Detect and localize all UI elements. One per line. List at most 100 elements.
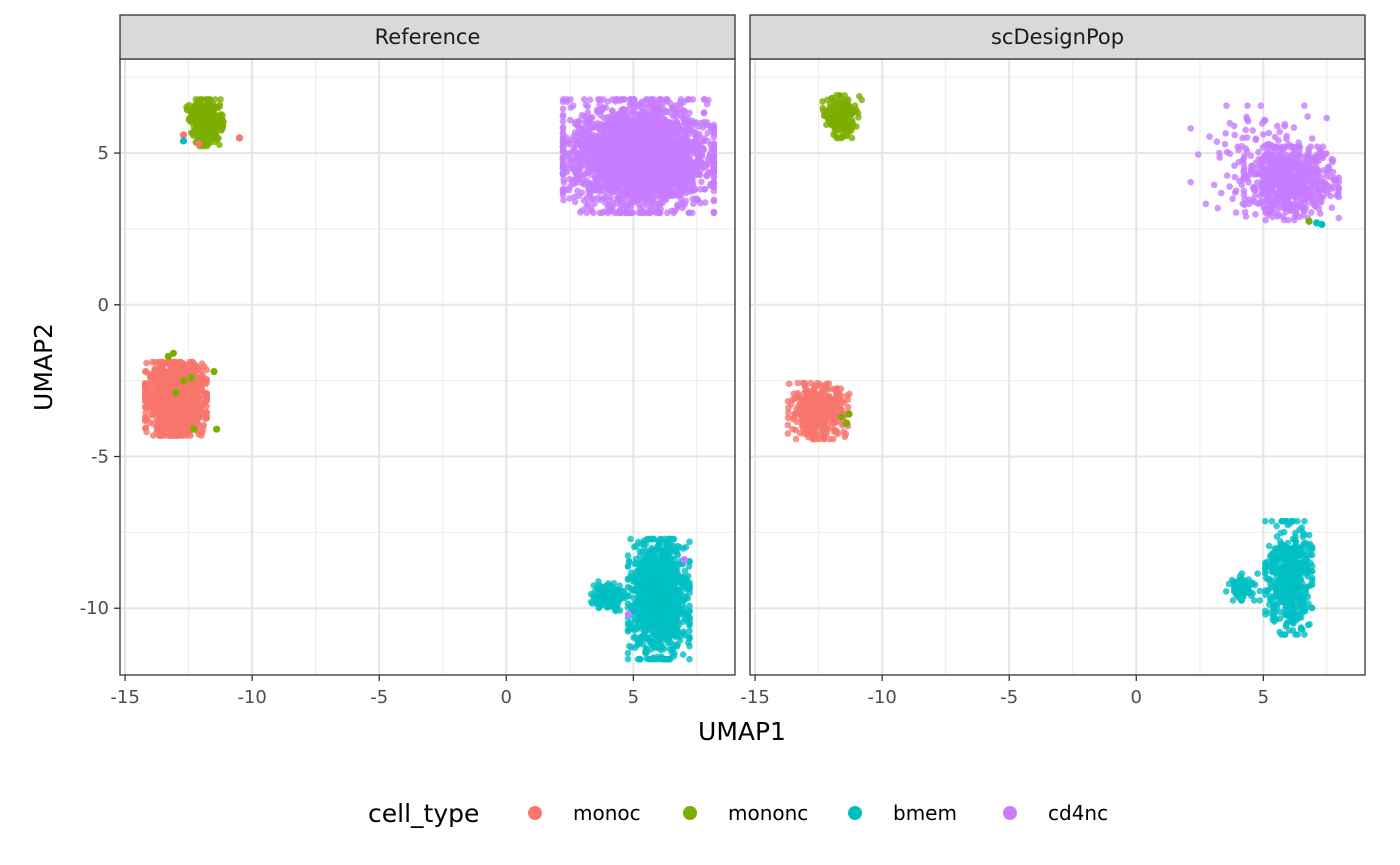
point-monoc: [159, 402, 167, 410]
facet-panel-1: Reference-15 -10 -5 0 550-5-10: [80, 14, 736, 708]
point-monoc: [199, 372, 207, 379]
point-mononc: [208, 118, 215, 126]
point-monoc: [153, 400, 161, 407]
point-cd4nc: [576, 117, 583, 124]
point-cd4nc: [569, 157, 577, 165]
point-cd4nc: [650, 187, 658, 194]
point-cd4nc: [617, 121, 625, 129]
point-cd4nc: [613, 176, 621, 184]
point-cd4nc: [710, 209, 718, 217]
point-cd4nc: [701, 135, 708, 142]
points-layer: [141, 96, 718, 663]
point-cd4nc: [617, 188, 625, 195]
point-cd4nc: [626, 181, 633, 189]
point-cd4nc: [579, 154, 586, 162]
point-monoc: [143, 359, 150, 367]
point-cd4nc: [618, 165, 626, 172]
point-monoc: [168, 413, 175, 421]
point-cd4nc: [669, 186, 676, 194]
point-cd4nc: [647, 135, 655, 143]
point-cd4nc: [627, 161, 634, 169]
point-cd4nc: [559, 129, 567, 137]
point-cd4nc: [565, 186, 573, 194]
point-cd4nc: [702, 121, 710, 129]
point-cd4nc: [638, 115, 645, 123]
point-cd4nc: [703, 100, 711, 108]
point-monoc: [151, 366, 158, 374]
point-cd4nc: [680, 98, 688, 106]
point-cd4nc: [671, 119, 679, 127]
point-cd4nc: [637, 155, 645, 162]
point-cd4nc: [574, 141, 582, 148]
point-cd4nc: [710, 130, 718, 138]
point-cd4nc: [666, 147, 674, 154]
point-cd4nc: [625, 152, 633, 159]
point-cd4nc: [685, 147, 693, 155]
point-cd4nc: [588, 207, 595, 215]
point-monoc: [177, 428, 185, 436]
point-cd4nc: [630, 167, 638, 174]
point-monoc: [141, 382, 149, 390]
point-cd4nc: [689, 161, 697, 168]
point-cd4nc: [710, 173, 718, 181]
point-bmem: [679, 651, 687, 658]
point-monoc: [155, 420, 162, 428]
point-cd4nc: [570, 133, 578, 140]
point-monoc: [168, 358, 176, 366]
point-cd4nc: [617, 209, 625, 217]
point-cd4nc: [559, 165, 567, 172]
point-mononc: [203, 113, 211, 120]
point-monoc: [142, 367, 149, 375]
point-cd4nc: [635, 201, 643, 208]
point-monoc: [179, 419, 186, 427]
point-monoc: [188, 418, 195, 426]
point-monoc: [189, 391, 196, 399]
point-cd4nc: [648, 114, 656, 122]
point-monoc: [189, 382, 197, 390]
point-mononc: [202, 96, 209, 103]
point-cd4nc: [600, 195, 607, 202]
point-monoc: [183, 366, 191, 374]
point-cd4nc: [589, 195, 597, 203]
point-monoc: [172, 406, 179, 414]
point-cd4nc: [676, 148, 683, 155]
point-cd4nc: [651, 175, 659, 182]
point-cd4nc: [634, 175, 642, 182]
point-monoc: [142, 409, 149, 417]
point-monoc: [174, 362, 181, 370]
point-cd4nc: [619, 107, 626, 114]
point-cd4nc: [671, 105, 678, 112]
point-cd4nc: [691, 185, 699, 193]
point-cd4nc: [619, 143, 627, 151]
point-cd4nc: [703, 162, 710, 169]
point-cd4nc: [710, 196, 718, 204]
point-cd4nc: [620, 179, 627, 186]
point-monoc: [183, 430, 190, 437]
point-cd4nc: [639, 126, 647, 133]
point-cd4nc: [594, 96, 602, 103]
point-cd4nc: [651, 121, 659, 128]
point-cd4nc: [575, 192, 583, 200]
point-cd4nc: [670, 209, 677, 217]
point-cd4nc: [559, 155, 567, 163]
point-cd4nc: [667, 162, 675, 170]
point-cd4nc: [674, 201, 681, 209]
point-mononc: [217, 96, 224, 103]
point-cd4nc: [604, 98, 612, 105]
point-cd4nc: [566, 116, 574, 124]
point-monoc: [191, 364, 199, 372]
point-cd4nc: [644, 149, 652, 156]
point-cd4nc: [612, 151, 619, 158]
point-cd4nc: [582, 101, 590, 109]
point-cd4nc: [567, 104, 575, 111]
point-mononc: [212, 112, 219, 119]
point-monoc: [169, 424, 176, 431]
point-cd4nc: [689, 96, 697, 103]
point-monoc: [141, 403, 149, 410]
point-mononc: [203, 135, 211, 142]
point-cd4nc: [620, 96, 627, 103]
point-cd4nc: [701, 186, 709, 193]
point-cd4nc: [627, 203, 635, 210]
point-monoc: [164, 374, 172, 381]
